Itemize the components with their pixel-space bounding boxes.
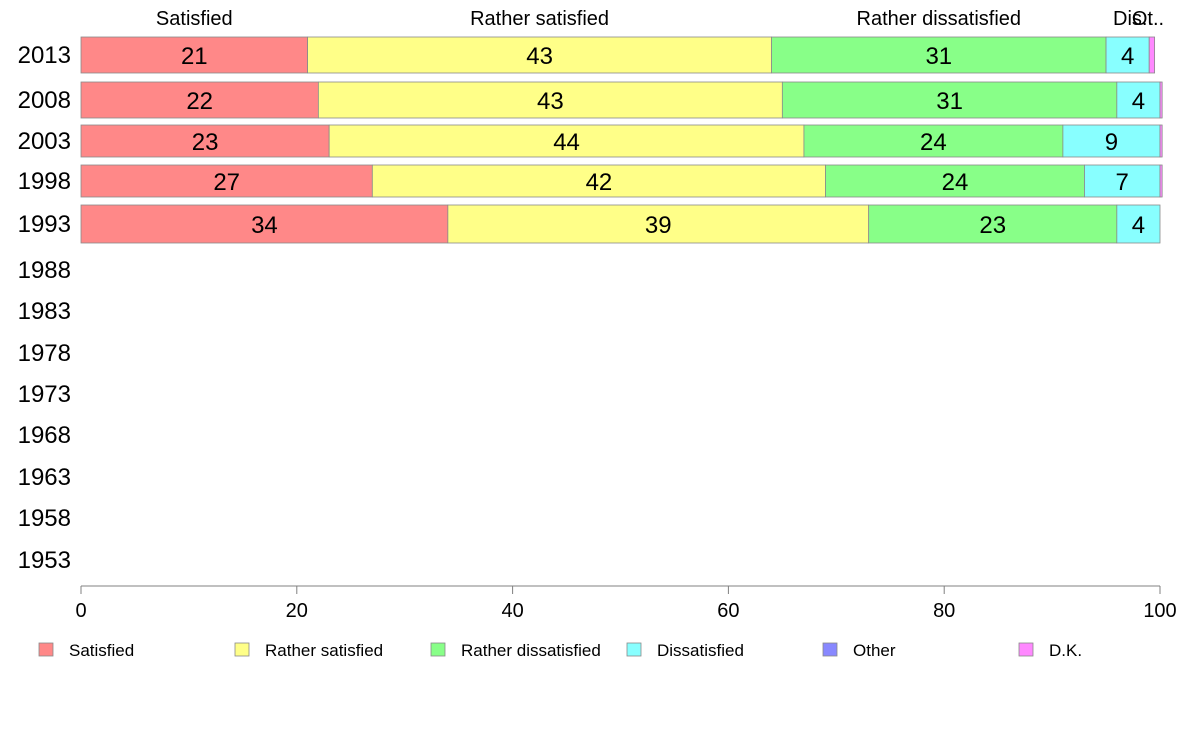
bar-2008-d-k xyxy=(1159,81,1163,119)
year-labels: 2013 2008 2003 1998 1993 1988 1983 1978 1973 1968… xyxy=(18,42,71,574)
bar-2008-rather-dissatisfied xyxy=(781,81,1118,119)
bar-2003-rather-satisfied xyxy=(328,124,805,158)
bar-label-2013-satisfied: 21 xyxy=(181,43,208,70)
legend-item-rather-dissatisfied: Rather dissatisfied xyxy=(430,641,601,660)
bar-label-2003-rather-dissatisfied: 24 xyxy=(920,129,947,156)
bar-2013-rather-satisfied xyxy=(307,36,772,74)
legend-item-other: Other xyxy=(822,641,896,660)
year-label-1963: 1963 xyxy=(18,464,71,491)
legend-swatch-satisfied xyxy=(38,642,54,657)
year-label-2008: 2008 xyxy=(18,87,71,114)
year-label-1968: 1968 xyxy=(18,422,71,449)
legend-swatch-rather-dissatisfied xyxy=(430,642,446,657)
legend-item-satisfied: Satisfied xyxy=(38,641,134,660)
legend-label-rather-satisfied: Rather satisfied xyxy=(265,641,383,660)
year-label-1993: 1993 xyxy=(18,211,71,238)
bar-2008-rather-satisfied xyxy=(317,81,783,119)
top-label-ot: Ot.. xyxy=(1132,8,1164,30)
bar-label-1993-rather-dissatisfied: 23 xyxy=(979,212,1006,239)
legend-item-d-k: D.K. xyxy=(1018,641,1082,660)
bar-label-2008-rather-dissatisfied: 31 xyxy=(936,88,963,115)
legend-swatch-d-k xyxy=(1018,642,1034,657)
bar-label-1993-dissatisfied: 4 xyxy=(1132,212,1145,239)
bar-label-2003-satisfied: 23 xyxy=(192,129,219,156)
bar-label-2013-dissatisfied: 4 xyxy=(1121,43,1134,70)
year-label-1953: 1953 xyxy=(18,547,71,574)
bar-2008-dissatisfied xyxy=(1116,81,1161,119)
bar-label-2003-rather-satisfied: 44 xyxy=(553,129,580,156)
x-tick-label-0: 0 xyxy=(75,600,86,622)
bar-2013-d-k xyxy=(1148,36,1156,74)
year-label-1988: 1988 xyxy=(18,257,71,284)
top-label-dis: Dis.. xyxy=(1113,8,1153,30)
legend-swatch-other xyxy=(822,642,838,657)
bar-label-1998-satisfied: 27 xyxy=(213,169,240,196)
x-tick-label-80: 80 xyxy=(933,600,955,622)
bar-2003-d-k xyxy=(1159,124,1163,158)
legend-label-satisfied: Satisfied xyxy=(69,641,134,660)
bar-2003-rather-dissatisfied xyxy=(803,124,1064,158)
legend-item-dissatisfied: Dissatisfied xyxy=(626,641,744,660)
year-label-1958: 1958 xyxy=(18,505,71,532)
bar-label-2013-rather-dissatisfied: 31 xyxy=(925,43,952,70)
x-tick-label-60: 60 xyxy=(717,600,739,622)
top-label-rather-satisfied: Rather satisfied xyxy=(470,8,609,30)
bar-label-1998-rather-satisfied: 42 xyxy=(586,169,613,196)
bar-label-2013-rather-satisfied: 43 xyxy=(526,43,553,70)
year-label-1983: 1983 xyxy=(18,298,71,325)
x-tick-label-40: 40 xyxy=(501,600,523,622)
bar-label-2003-dissatisfied: 9 xyxy=(1105,129,1118,156)
legend-item-rather-satisfied: Rather satisfied xyxy=(234,641,383,660)
bars: 21 43 31 4 22 43 31 4 23 44 24 9 27 42 24 7 34 39 23 4 xyxy=(80,36,1163,244)
bar-1998-d-k xyxy=(1159,164,1163,198)
bar-2008-satisfied xyxy=(80,81,319,119)
legend-label-d-k: D.K. xyxy=(1049,641,1082,660)
top-label-rather-dissatisfied: Rather dissatisfied xyxy=(857,8,1022,30)
bar-2003-dissatisfied xyxy=(1062,124,1161,158)
bar-1993-rather-satisfied xyxy=(447,204,870,244)
year-label-2003: 2003 xyxy=(18,128,71,155)
legend-label-other: Other xyxy=(853,641,896,660)
top-labels: Satisfied Rather satisfied Rather dissatis… xyxy=(156,8,1164,30)
year-label-2013: 2013 xyxy=(18,42,71,69)
year-label-1978: 1978 xyxy=(18,340,71,367)
bar-label-2008-rather-satisfied: 43 xyxy=(537,88,564,115)
year-label-1998: 1998 xyxy=(18,168,71,195)
bar-label-2008-dissatisfied: 4 xyxy=(1132,88,1145,115)
legend-label-dissatisfied: Dissatisfied xyxy=(657,641,744,660)
bar-label-2008-satisfied: 22 xyxy=(186,88,213,115)
bar-label-1998-rather-dissatisfied: 24 xyxy=(942,169,969,196)
bar-1998-satisfied xyxy=(80,164,373,198)
x-tick-label-20: 20 xyxy=(286,600,308,622)
year-label-1973: 1973 xyxy=(18,381,71,408)
legend-swatch-rather-satisfied xyxy=(234,642,250,657)
bar-1998-rather-satisfied xyxy=(371,164,826,198)
bar-label-1993-rather-satisfied: 39 xyxy=(645,212,672,239)
bar-label-1993-satisfied: 34 xyxy=(251,212,278,239)
bar-2003-satisfied xyxy=(80,124,330,158)
x-tick-label-100: 100 xyxy=(1143,600,1176,622)
bar-1998-rather-dissatisfied xyxy=(825,164,1085,198)
x-axis: 0 20 40 60 80 100 xyxy=(75,585,1177,622)
legend-swatch-dissatisfied xyxy=(626,642,642,657)
bar-1993-dissatisfied xyxy=(1116,204,1161,244)
top-label-satisfied: Satisfied xyxy=(156,8,233,30)
bar-1993-rather-dissatisfied xyxy=(868,204,1118,244)
legend: Satisfied Rather satisfied Rather dissatis… xyxy=(38,641,1082,660)
legend-label-rather-dissatisfied: Rather dissatisfied xyxy=(461,641,601,660)
bar-label-1998-dissatisfied: 7 xyxy=(1116,169,1129,196)
